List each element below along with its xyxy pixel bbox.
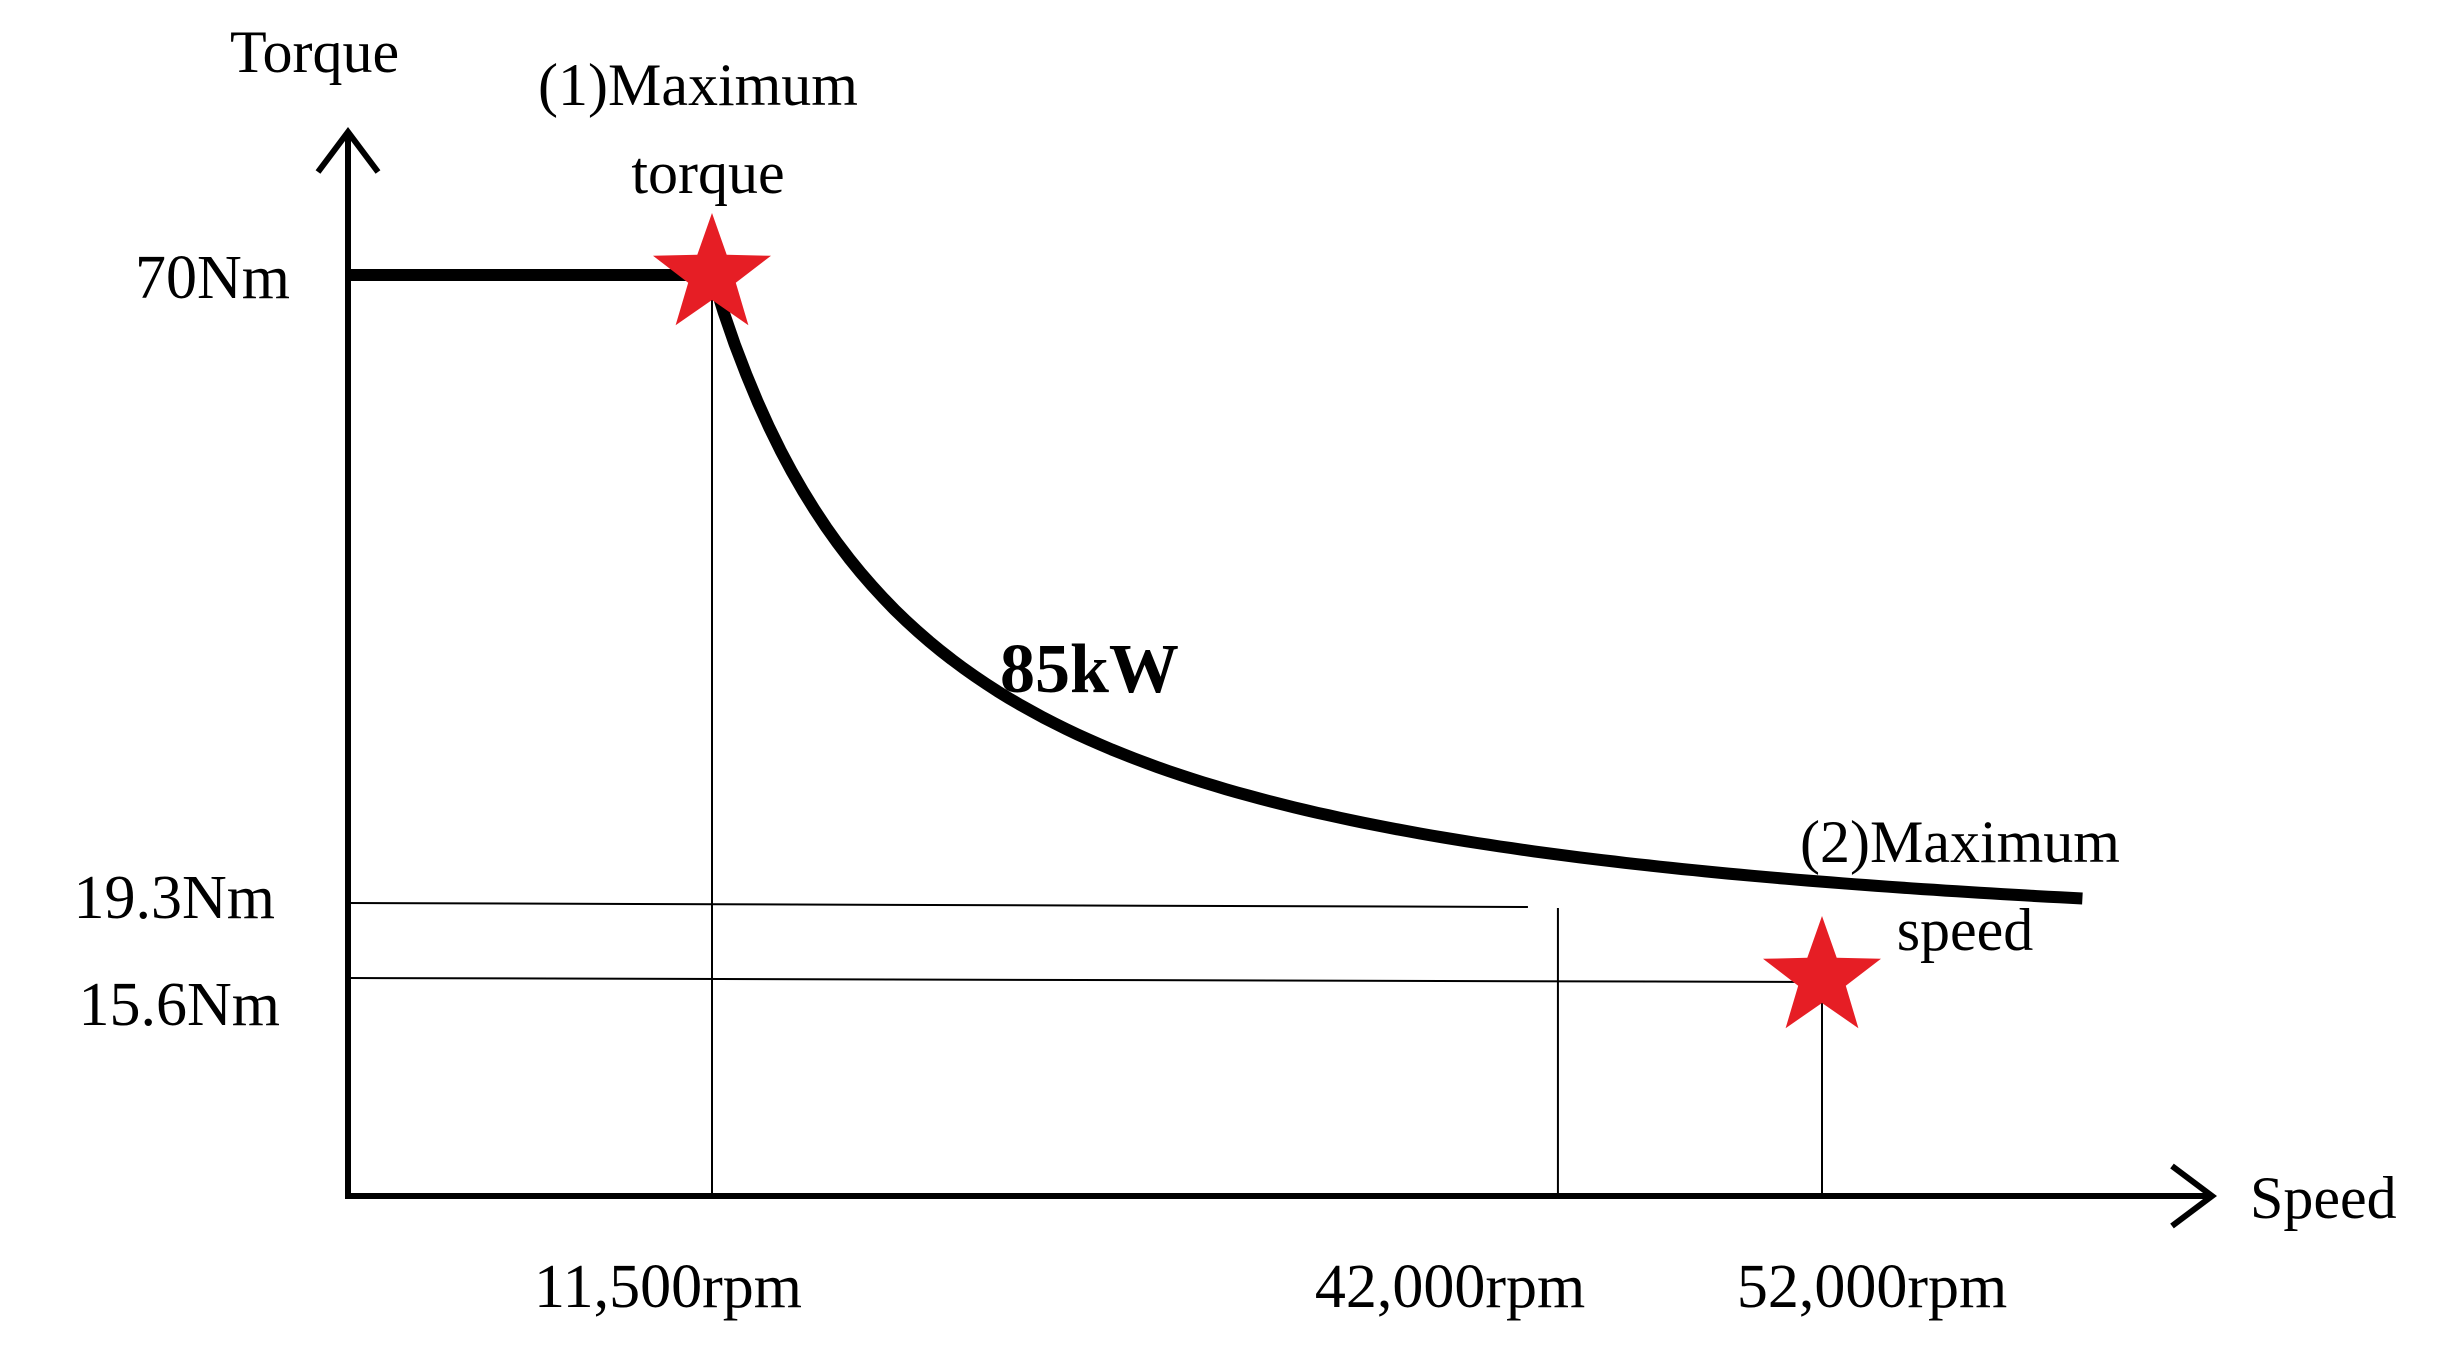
x-axis-arrowhead — [2170, 1163, 2217, 1229]
power-label: 85kW — [1000, 631, 1179, 708]
maximum-torque-star-marker — [653, 213, 771, 326]
y-tick-label-15-6nm: 15.6Nm — [79, 971, 281, 1039]
max-torque-label-line1: (1)Maximum — [538, 52, 858, 118]
torque-curve — [348, 269, 2083, 905]
x-tick-label-11500rpm: 11,500rpm — [534, 1253, 802, 1321]
maximum-speed-star-marker — [1763, 916, 1881, 1029]
y-axis-title: Torque — [230, 19, 399, 85]
guide-lines — [347, 275, 1823, 1196]
y-tick-label-19-3nm: 19.3Nm — [74, 864, 276, 932]
max-torque-label-line2: torque — [631, 140, 784, 206]
max-speed-label-line2: speed — [1897, 897, 2034, 963]
x-axis-title: Speed — [2250, 1165, 2397, 1231]
axes — [315, 127, 2217, 1229]
markers — [653, 213, 1881, 1029]
max-speed-label-line1: (2)Maximum — [1800, 809, 2120, 875]
guide-horizontal-19-3nm — [347, 902, 1528, 908]
x-tick-label-52000rpm: 52,000rpm — [1737, 1253, 2007, 1321]
constant-power-curve — [706, 273, 2083, 905]
y-axis-arrowhead — [315, 127, 381, 174]
x-tick-label-42000rpm: 42,000rpm — [1315, 1253, 1585, 1321]
y-tick-label-70nm: 70Nm — [135, 244, 290, 312]
guide-horizontal-15-6nm — [347, 977, 1823, 983]
